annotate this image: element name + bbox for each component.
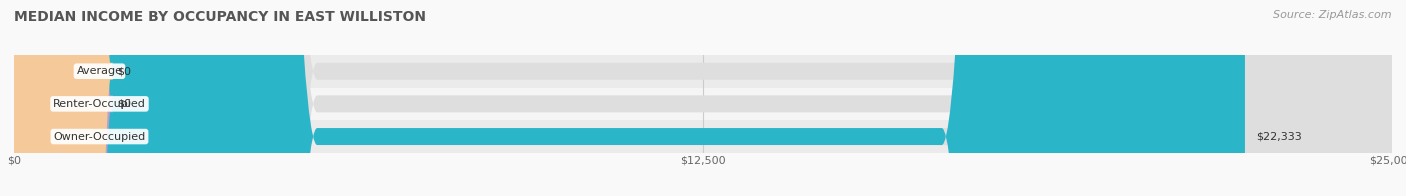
Bar xyxy=(14,55,1392,88)
FancyBboxPatch shape xyxy=(14,0,1244,196)
Text: $0: $0 xyxy=(118,99,131,109)
Text: Source: ZipAtlas.com: Source: ZipAtlas.com xyxy=(1274,10,1392,20)
Bar xyxy=(14,120,1392,153)
FancyBboxPatch shape xyxy=(0,0,114,196)
FancyBboxPatch shape xyxy=(14,0,1392,196)
Text: Owner-Occupied: Owner-Occupied xyxy=(53,132,146,142)
FancyBboxPatch shape xyxy=(14,0,1392,196)
Text: MEDIAN INCOME BY OCCUPANCY IN EAST WILLISTON: MEDIAN INCOME BY OCCUPANCY IN EAST WILLI… xyxy=(14,10,426,24)
Text: Average: Average xyxy=(76,66,122,76)
FancyBboxPatch shape xyxy=(14,0,1392,196)
Text: Renter-Occupied: Renter-Occupied xyxy=(53,99,146,109)
Text: $0: $0 xyxy=(118,66,131,76)
Text: $22,333: $22,333 xyxy=(1256,132,1302,142)
Bar xyxy=(14,88,1392,120)
FancyBboxPatch shape xyxy=(0,0,114,196)
